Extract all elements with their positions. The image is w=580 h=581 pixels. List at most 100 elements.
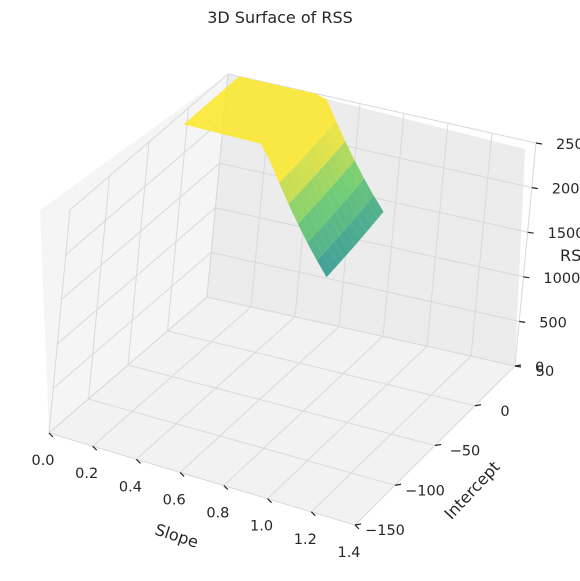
surface-patch <box>277 111 294 119</box>
surface-patch <box>227 81 245 89</box>
x-tick-label: 0.0 <box>31 453 54 469</box>
x-tick-label: 0.6 <box>163 492 186 508</box>
surface-patch <box>194 109 212 118</box>
surface-patch <box>297 218 313 243</box>
surface-patch <box>347 192 363 217</box>
z-tick-mark <box>531 187 538 190</box>
surface-patch <box>305 179 321 206</box>
surface-patch <box>318 134 334 161</box>
z-tick-mark <box>535 142 543 145</box>
surface-patch <box>309 205 325 231</box>
surface-patch <box>341 198 357 223</box>
surface-patch <box>194 122 212 130</box>
z-tick-mark <box>527 231 534 234</box>
surface-patch <box>222 122 239 131</box>
surface-patch <box>216 90 234 99</box>
surface-patch <box>260 138 276 162</box>
z-tick-label: 500 <box>539 315 567 331</box>
surface-patch <box>333 235 350 259</box>
z-tick-label: 2500 <box>556 137 580 153</box>
surface-patch <box>339 141 355 168</box>
surface-patch <box>266 83 283 92</box>
x-tick-mark <box>92 445 98 451</box>
z-tick-label: 2000 <box>552 182 580 198</box>
surface-patch <box>200 105 217 113</box>
surface-patch <box>288 198 304 225</box>
surface-patch <box>303 118 319 147</box>
surface-patch <box>310 93 327 107</box>
surface-patch <box>255 130 272 139</box>
surface-patch <box>330 120 346 148</box>
x-tick-mark <box>48 432 54 438</box>
surface-patch <box>350 216 367 239</box>
surface-patch <box>286 137 302 166</box>
x-axis-label: Slope <box>153 520 201 552</box>
surface-patch <box>301 153 317 180</box>
surface-patch <box>345 222 361 246</box>
surface-patch <box>244 78 261 87</box>
x-tick-mark <box>179 472 185 477</box>
x-tick-label: 1.0 <box>250 519 273 535</box>
surface-patch <box>328 154 344 181</box>
x-tick-label: 1.2 <box>294 532 317 548</box>
surface-patch <box>216 127 234 136</box>
surface-patch <box>292 131 308 160</box>
surface-patch <box>352 185 369 210</box>
surface-patch <box>299 91 316 99</box>
surface-patch <box>233 113 250 121</box>
surface-patch <box>266 133 282 156</box>
y-axis-label: Intercept <box>440 457 503 523</box>
surface-patch <box>227 117 245 126</box>
surface-patch <box>270 155 285 184</box>
y-tick-mark <box>474 404 482 407</box>
y-tick-mark <box>354 523 362 526</box>
surface-patch <box>233 100 250 109</box>
grid-lines <box>48 73 537 526</box>
x-tick-label: 0.2 <box>75 466 98 482</box>
surface-patch <box>279 177 295 205</box>
surface-patch <box>282 106 300 114</box>
surface-patch <box>312 230 329 255</box>
x-tick-mark <box>267 498 272 504</box>
surface-patch <box>183 119 201 128</box>
surface-patch <box>362 202 378 226</box>
surface-patch <box>222 110 239 118</box>
surface-patch <box>271 116 289 124</box>
surface-patch <box>333 147 349 174</box>
x-tick-mark <box>223 485 229 490</box>
surface-patch <box>222 98 239 106</box>
chart-title: 3D Surface of RSS <box>207 8 353 27</box>
surface-patch <box>255 105 272 114</box>
surface-patch <box>309 112 325 141</box>
surface-patch <box>277 123 293 144</box>
surface-patch <box>299 186 315 212</box>
z-tick-label: 1000 <box>543 271 580 287</box>
surface-patch <box>368 195 384 219</box>
surface-patch <box>249 86 267 94</box>
z-axis-label: RSS <box>560 246 580 265</box>
surface-patch <box>249 98 267 106</box>
surface-patch <box>260 125 278 134</box>
surface-patch <box>216 115 234 123</box>
x-tick-label: 1.4 <box>337 545 360 561</box>
z-tick-label: 1500 <box>548 226 580 242</box>
surface-patch <box>313 140 329 168</box>
surface-patch <box>294 192 310 219</box>
surface-patch <box>324 127 340 155</box>
surface-patch <box>238 120 256 129</box>
surface-patch <box>328 241 344 265</box>
surface-patch <box>255 118 272 126</box>
surface-patch <box>339 229 355 252</box>
axis-ticks: 0.00.20.40.60.81.01.21.4−150−100−5005005… <box>31 137 580 561</box>
surface-patch <box>238 83 256 92</box>
z-tick-label: 0 <box>535 360 544 376</box>
surface-patch <box>311 173 327 200</box>
surface-patch <box>284 171 300 199</box>
surface-patch <box>255 81 272 89</box>
z-tick-mark <box>523 276 530 279</box>
surface-patch <box>303 211 319 237</box>
surface-patch <box>343 167 359 193</box>
surface-patch <box>324 218 340 242</box>
surface-patch <box>307 236 323 261</box>
